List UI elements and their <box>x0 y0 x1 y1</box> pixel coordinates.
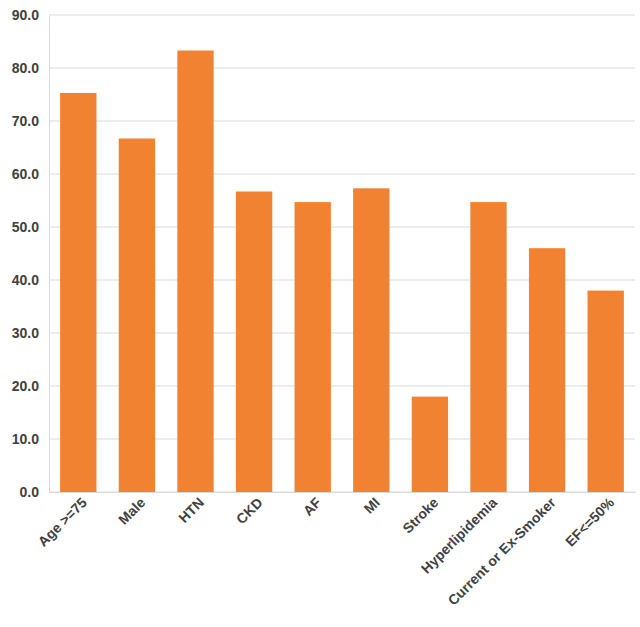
grid-line <box>49 68 635 69</box>
bar <box>412 397 448 492</box>
y-tick: 20.0 <box>12 378 49 394</box>
y-tick-label: 60.0 <box>12 166 39 182</box>
x-axis: Age >=75MaleHTNCKDAFMIStrokeHyperlipidem… <box>35 492 636 608</box>
x-tick-label: Age >=75 <box>35 494 90 549</box>
y-tick-label: 70.0 <box>12 113 39 129</box>
bar <box>470 202 506 492</box>
y-tick: 30.0 <box>12 325 49 341</box>
y-tick-label: 90.0 <box>12 7 39 23</box>
y-tick-label: 30.0 <box>12 325 39 341</box>
bar <box>177 51 213 492</box>
y-tick: 50.0 <box>12 219 49 235</box>
y-tick: 40.0 <box>12 272 49 288</box>
x-tick-label: Current or Ex-Smoker <box>444 494 559 609</box>
bar <box>295 202 331 492</box>
bars <box>60 51 624 492</box>
y-tick: 70.0 <box>12 113 49 129</box>
x-tick: EF<=50% <box>562 492 618 550</box>
x-tick: Stroke <box>399 492 441 536</box>
x-tick: HTN <box>175 492 207 526</box>
grid-line <box>49 15 635 16</box>
x-tick-label: EF<=50% <box>562 494 618 550</box>
x-tick-label: MI <box>361 494 383 516</box>
x-tick: CKD <box>233 492 266 527</box>
x-tick-label: Male <box>115 494 148 527</box>
x-tick-label: Stroke <box>399 494 441 536</box>
y-tick-label: 40.0 <box>12 272 39 288</box>
bar <box>119 138 155 492</box>
chart: 0.0 10.0 20.0 30.0 40.0 50.0 60.0 70.0 80.0 90.0 A… <box>0 0 640 627</box>
y-tick-label: 50.0 <box>12 219 39 235</box>
x-tick: MI <box>361 492 383 517</box>
x-tick: Age >=75 <box>35 492 90 550</box>
bar <box>588 291 624 492</box>
y-tick: 60.0 <box>12 166 49 182</box>
y-tick: 90.0 <box>12 7 49 23</box>
y-tick-label: 0.0 <box>20 484 40 500</box>
y-axis-line <box>49 16 50 493</box>
x-tick: AF <box>300 492 325 519</box>
y-tick-label: 20.0 <box>12 378 39 394</box>
bar <box>529 248 565 492</box>
plot: 0.0 10.0 20.0 30.0 40.0 50.0 60.0 70.0 80.0 90.0 A… <box>12 7 636 608</box>
y-tick: 10.0 <box>12 431 49 447</box>
x-tick: Male <box>115 492 148 528</box>
x-tick-label: CKD <box>233 494 266 527</box>
y-tick-label: 80.0 <box>12 60 39 76</box>
bar <box>236 191 272 492</box>
x-tick-label: AF <box>300 494 325 519</box>
x-tick-label: HTN <box>175 494 207 526</box>
grid <box>49 15 635 492</box>
x-tick: Current or Ex-Smoker <box>444 492 559 608</box>
x-axis-line <box>50 492 636 493</box>
y-tick: 80.0 <box>12 60 49 76</box>
grid-line <box>49 121 635 122</box>
bar <box>353 188 389 492</box>
y-tick-label: 10.0 <box>12 431 39 447</box>
bar <box>60 93 96 492</box>
y-axis: 0.0 10.0 20.0 30.0 40.0 50.0 60.0 70.0 80.0 90.0 <box>12 7 50 500</box>
y-tick: 0.0 <box>20 484 49 500</box>
